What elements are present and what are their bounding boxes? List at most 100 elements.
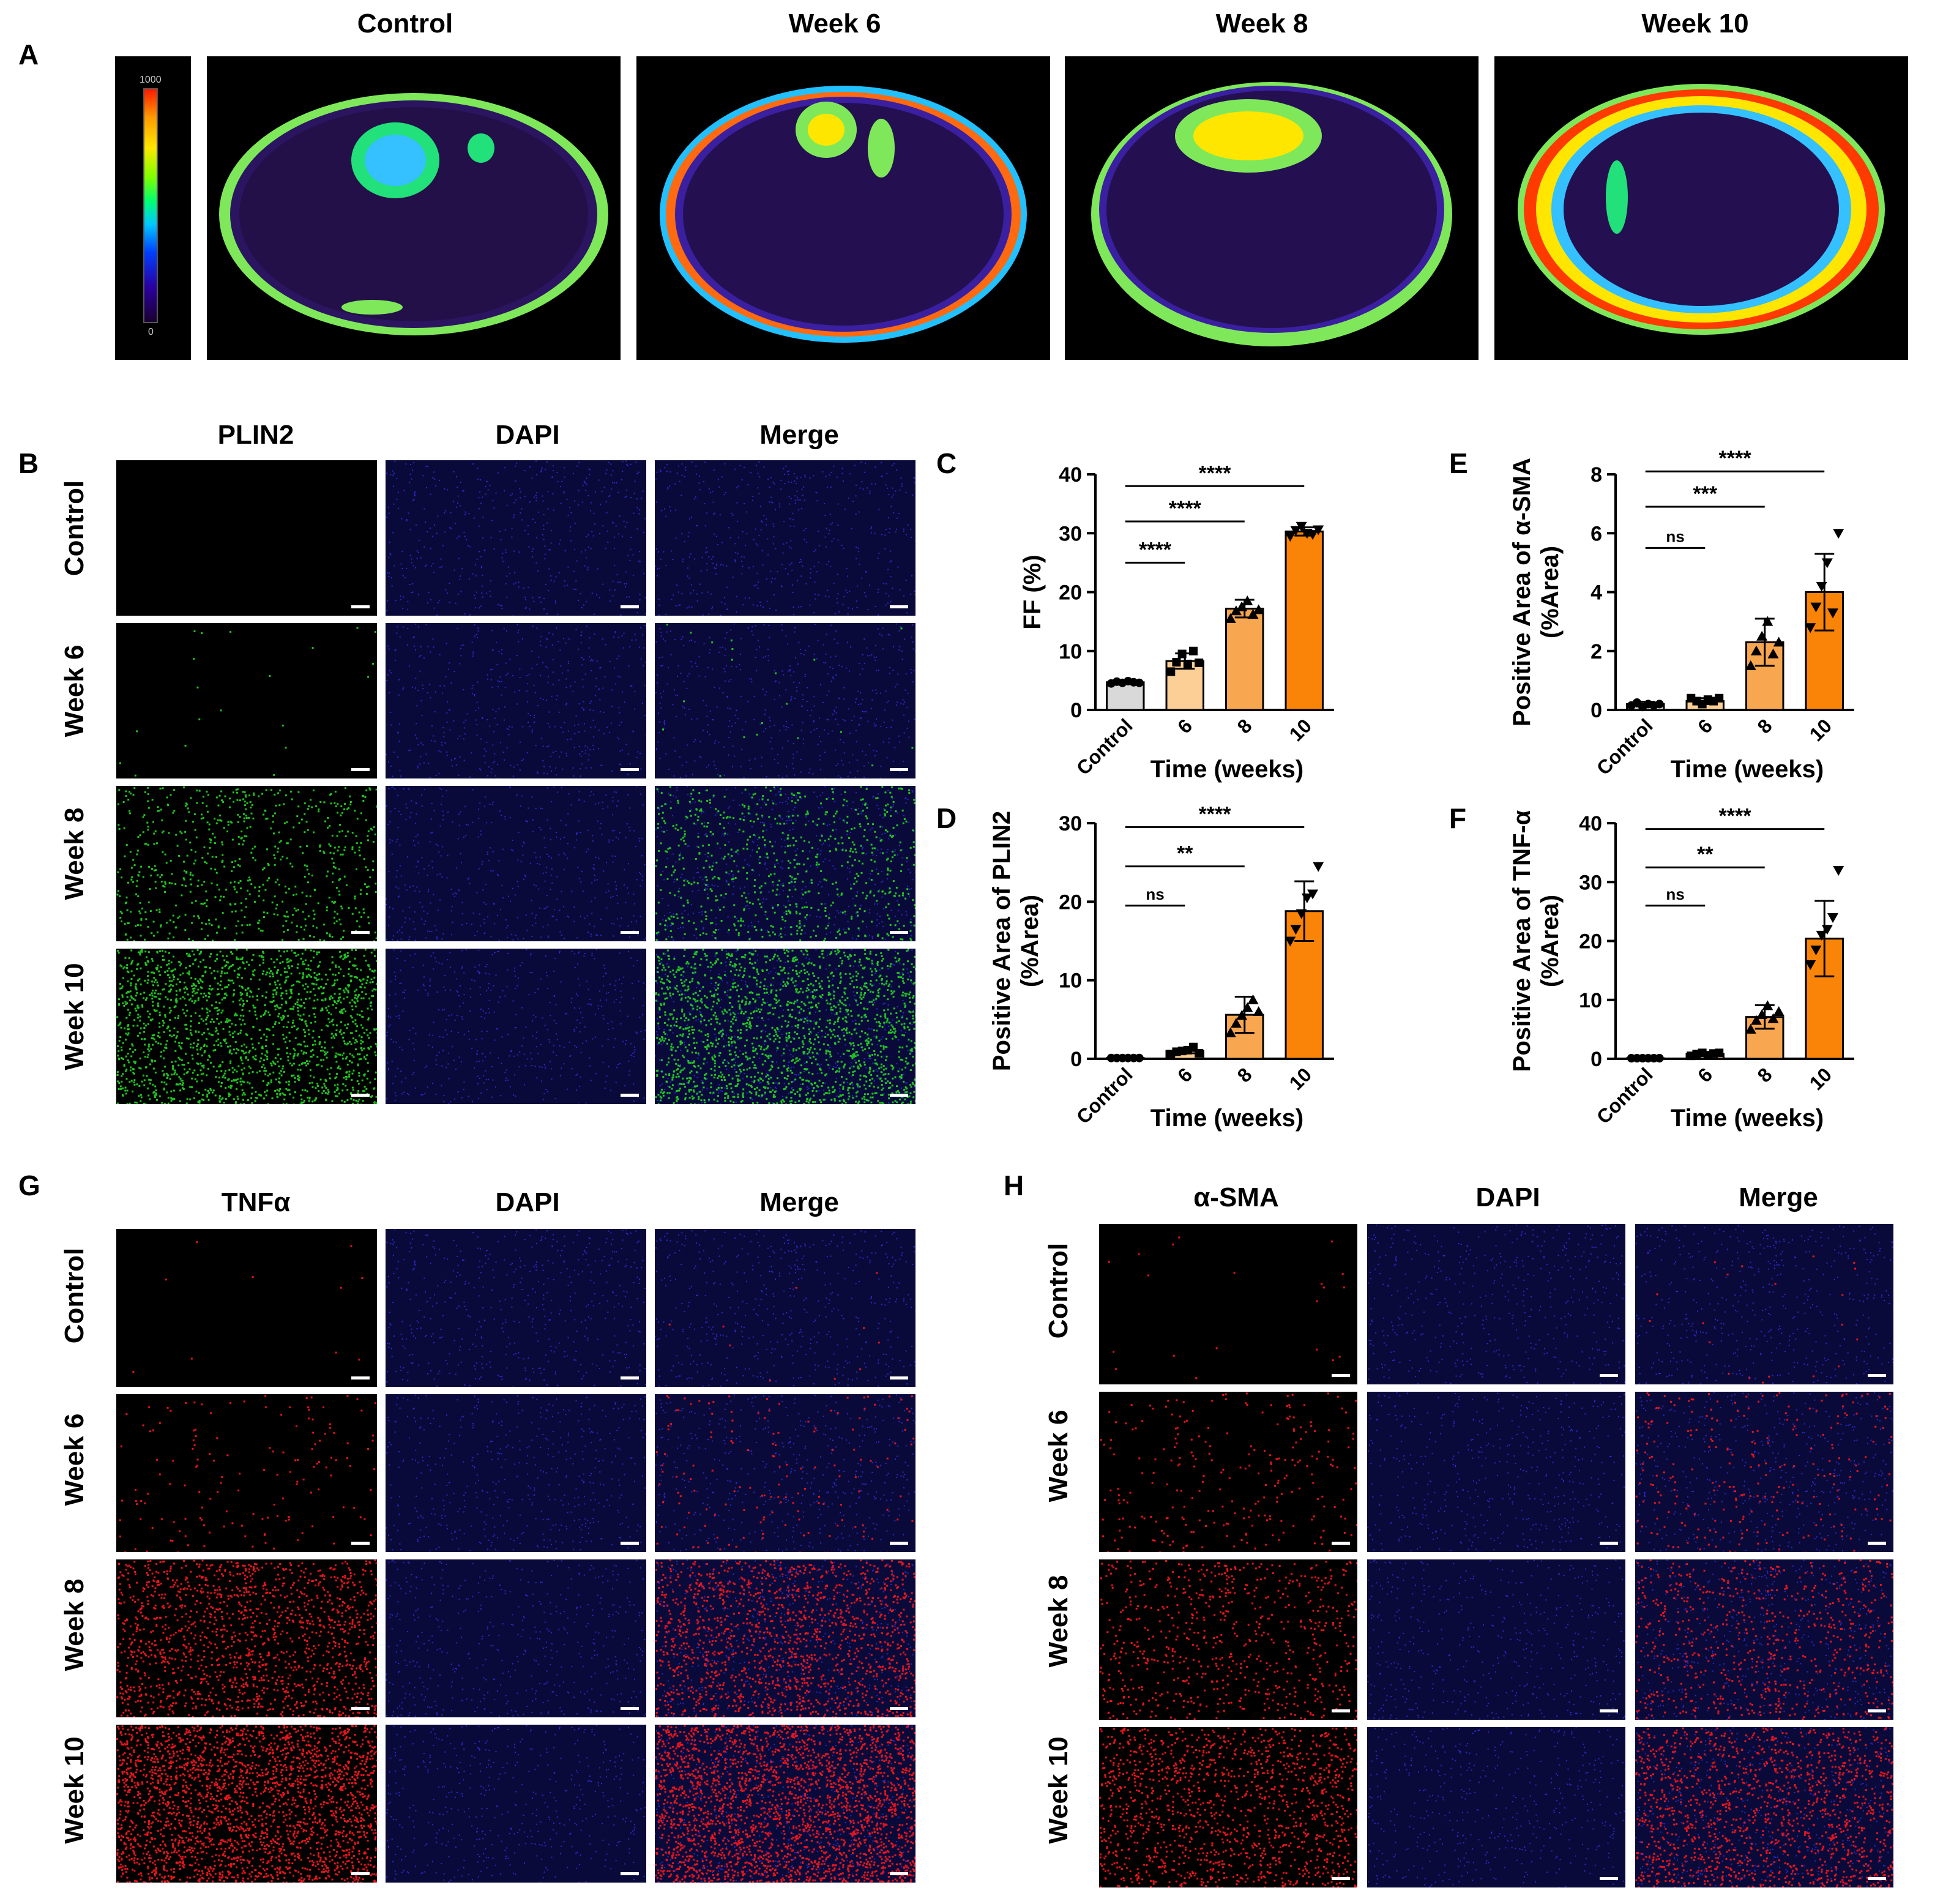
chart-f-y-tick-label: 30 [1579, 871, 1602, 894]
chart-d-y-tick-label: 30 [1059, 812, 1082, 835]
chart-c: 0 10 20 30 40 FF (%) Control 6 8 10 Time (weeks) **… [1019, 461, 1334, 783]
scale-bar [351, 768, 370, 771]
chart-f-point-2-1 [1750, 1015, 1762, 1025]
scale-bar [621, 1872, 639, 1875]
panel-g-letter: G [18, 1169, 40, 1202]
chart-c-point-3-5 [1313, 525, 1324, 536]
chart-f-x-tick-label-3: 10 [1805, 1063, 1837, 1094]
chart-d-significance-label-1: ** [1177, 842, 1193, 865]
scale-bar [621, 1707, 639, 1710]
chart-d-x-tick-label-0: Control [1072, 1063, 1137, 1128]
chart-f-significance-label-2: **** [1719, 805, 1752, 828]
chart-c-significance-label-2: **** [1199, 461, 1232, 485]
chart-f-x-axis-label: Time (weeks) [1671, 1105, 1824, 1132]
scale-bar [1332, 1877, 1350, 1880]
panel-g-micrograph-r3-dapi [386, 1725, 646, 1883]
chart-d-x-tick-label-3: 10 [1285, 1063, 1316, 1094]
panel-a-letter: A [18, 38, 39, 71]
chart-e-y-tick-label: 2 [1590, 640, 1602, 663]
chart-e-point-3-3 [1821, 558, 1833, 569]
panel-g-column-dapi: DAPI [368, 1187, 687, 1218]
scale-bar [1332, 1709, 1350, 1712]
panel-g-micrograph-r1-dapi [386, 1394, 646, 1552]
panel-h-row-week10: Week 10 [1043, 1711, 1074, 1870]
panel-b-micrograph-r1-dapi [386, 623, 646, 778]
chart-d-point-2-5 [1253, 1006, 1264, 1016]
scale-bar [621, 605, 639, 608]
panel-g-row-week10: Week 10 [59, 1711, 90, 1870]
panel-b-micrograph-r2-merge [655, 786, 915, 941]
panel-g-micrograph-r2-stain [116, 1559, 377, 1717]
chart-f-point-2-4 [1767, 1013, 1779, 1023]
chart-f-point-0-5 [1655, 1054, 1664, 1063]
colorbar-min-label: 0 [148, 327, 154, 338]
panel-g-row-control: Control [59, 1216, 90, 1375]
chart-c-point-1-2 [1177, 649, 1187, 659]
chart-c-y-axis-label: FF (%) [1019, 554, 1046, 629]
panel-b-column-merge: Merge [640, 420, 958, 450]
colorbar-max-label: 1000 [140, 75, 162, 86]
chart-d-significance-label-2: **** [1199, 802, 1232, 826]
panel-h-letter: H [1004, 1169, 1024, 1202]
chart-c-y-tick-label: 0 [1070, 699, 1082, 722]
chart-e-x-axis-label: Time (weeks) [1671, 756, 1824, 783]
chart-f-significance-label-0: ns [1666, 885, 1684, 903]
chart-e-point-2-0 [1745, 660, 1756, 670]
chart-c-point-1-3 [1183, 659, 1192, 668]
panel-b-row-week6: Week 6 [59, 611, 90, 771]
chart-e-point-2-4 [1767, 648, 1779, 659]
chart-e-y-tick-label: 0 [1590, 699, 1602, 722]
panel-g-micrograph-r0-stain [116, 1229, 377, 1387]
chart-d-point-3-5 [1313, 862, 1324, 872]
chart-c-point-2-3 [1242, 595, 1253, 605]
chart-f-y-tick-label: 0 [1590, 1048, 1602, 1071]
panel-b-row-week8: Week 8 [59, 774, 90, 933]
chart-c-y-tick-label: 10 [1059, 640, 1082, 663]
chart-c-point-2-0 [1225, 613, 1236, 623]
scale-bar [1600, 1709, 1618, 1712]
scale-bar [351, 605, 370, 608]
chart-c-point-2-2 [1236, 601, 1248, 611]
chart-c-point-1-5 [1195, 659, 1204, 667]
panel-g-row-week8: Week 8 [59, 1545, 90, 1704]
colorbar-gradient [143, 88, 158, 323]
scale-bar [890, 605, 908, 608]
panel-h-micrograph-r2-stain [1099, 1559, 1357, 1720]
chart-d-point-2-2 [1236, 1010, 1248, 1020]
scale-bar [351, 1542, 370, 1545]
chart-f-y-tick-label: 20 [1579, 930, 1602, 954]
scale-bar [890, 1094, 908, 1097]
chart-c-point-1-4 [1189, 646, 1198, 655]
panel-d-letter: D [936, 802, 956, 835]
panel-g-micrograph-r0-dapi [386, 1229, 646, 1387]
colorbar-panel: 1000 0 [115, 56, 191, 360]
scale-bar [1332, 1542, 1350, 1545]
scale-bar [621, 1094, 639, 1097]
panel-g-row-week6: Week 6 [59, 1380, 90, 1539]
chart-c-y-tick-label: 40 [1059, 463, 1082, 487]
chart-d-x-axis-label: Time (weeks) [1150, 1105, 1304, 1132]
scale-bar [351, 1094, 370, 1097]
panel-b-micrograph-r0-stain [116, 460, 377, 616]
chart-d-y-tick-label: 0 [1070, 1048, 1082, 1071]
chart-c-x-tick-label-1: 6 [1173, 714, 1196, 737]
chart-c-point-2-1 [1230, 605, 1242, 616]
chart-f: 0 10 20 30 40 Positive Area of TNF-α(%Area) Co… [1508, 805, 1854, 1132]
panel-h-row-week6: Week 6 [1043, 1376, 1074, 1536]
chart-d: 0 10 20 30 Positive Area of PLIN2(%Area) Cont… [988, 802, 1334, 1132]
panel-b-micrograph-r3-merge [655, 949, 915, 1104]
panel-h-column-dapi: DAPI [1349, 1182, 1667, 1213]
chart-c-significance-label-0: **** [1139, 538, 1172, 561]
chart-c-y-tick-label: 20 [1059, 581, 1082, 605]
chart-e-point-2-3 [1762, 616, 1773, 626]
panel-g-column-tnfa: TNFα [97, 1187, 415, 1218]
chart-e-point-3-1 [1810, 602, 1822, 613]
chart-c-significance-label-1: **** [1169, 497, 1202, 520]
chart-e-significance-label-0: ns [1666, 527, 1684, 545]
panel-b-micrograph-r0-dapi [386, 460, 646, 616]
scale-bar [890, 1542, 908, 1545]
chart-c-x-tick-label-3: 10 [1285, 714, 1316, 745]
chart-d-point-0-5 [1135, 1053, 1144, 1062]
scale-bar [1868, 1374, 1886, 1377]
chart-e-point-3-0 [1805, 623, 1816, 633]
